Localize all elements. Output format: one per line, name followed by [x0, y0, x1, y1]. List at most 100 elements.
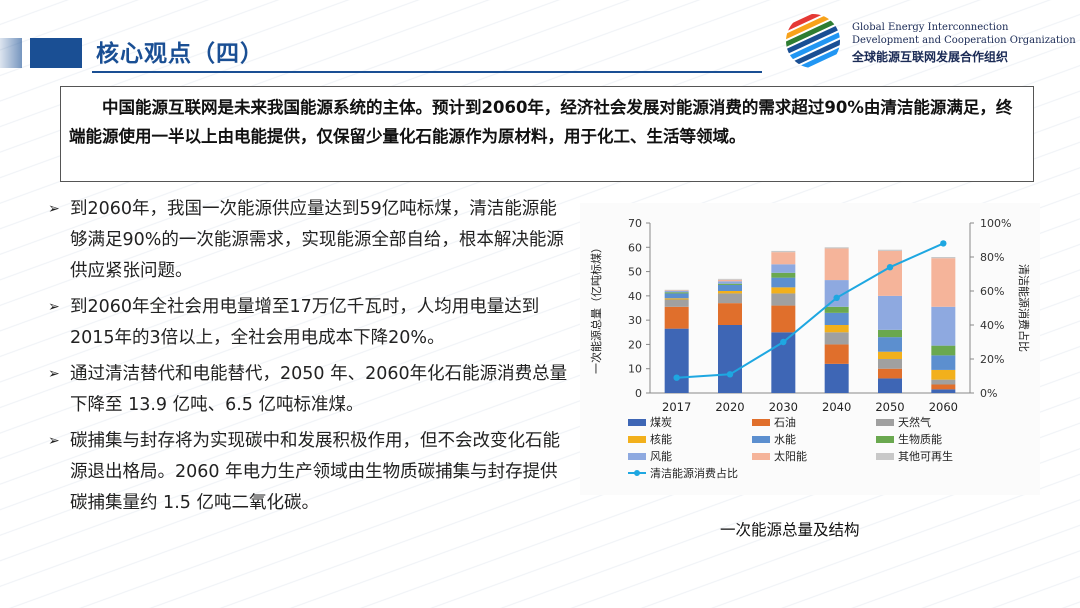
clean-share-point — [726, 371, 734, 378]
org-name-cn: 全球能源互联网发展合作组织 — [852, 50, 1009, 64]
bullet-text: 到2060年全社会用电量增至17万亿千瓦时，人均用电量达到2015年的3倍以上，… — [70, 297, 540, 348]
bar-segment — [718, 283, 742, 285]
clean-share-point — [886, 264, 894, 271]
clean-share-point — [780, 338, 787, 346]
bar-segment — [718, 279, 742, 282]
bar-segment — [878, 378, 902, 393]
legend-line-marker — [634, 470, 640, 476]
summary-box: 中国能源互联网是未来我国能源系统的主体。预计到2060年，经济社会发展对能源消费… — [60, 86, 1034, 182]
bar-segment — [664, 328, 689, 393]
y-tick-label: 10 — [628, 363, 642, 376]
x-tick-label: 2017 — [662, 400, 691, 414]
y2-tick-label: 60% — [980, 285, 1004, 298]
bullet-item: ➢ 碳捕集与封存将为实现碳中和发展积极作用，但不会改变化石能源退出格局。2060… — [48, 426, 568, 519]
clean-share-point — [673, 374, 680, 381]
title-underline — [92, 71, 762, 73]
legend-swatch — [628, 453, 646, 460]
bar-segment — [664, 293, 689, 299]
y-tick-label: 60 — [628, 241, 642, 254]
legend-label: 煤炭 — [650, 416, 672, 429]
y2-axis-label: 清洁能源消费占比 — [1017, 264, 1031, 352]
bar-segment — [664, 291, 689, 293]
x-tick-label: 2030 — [769, 400, 798, 414]
y-tick-label: 70 — [628, 217, 642, 230]
legend-swatch — [876, 419, 894, 426]
energy-structure-chart: 0102030405060700%20%40%60%80%100%一次能源总量（… — [589, 217, 1031, 480]
bar-segment — [664, 292, 689, 294]
bar-segment — [931, 355, 956, 370]
bar-segment — [878, 329, 902, 338]
y2-tick-label: 80% — [980, 251, 1004, 264]
bar-segment — [718, 291, 742, 294]
y2-tick-label: 100% — [980, 217, 1011, 230]
title-accent-bar — [0, 38, 82, 68]
page-title: 核心观点（四） — [96, 41, 264, 67]
bar-segment — [718, 284, 742, 291]
chart-panel: 0 10 20 30 40 50 60 70 0% 20% 40% 60% 80% 100% 一次能源总量（… — [580, 203, 1040, 495]
bullet-text: 到2060年，我国一次能源供应量达到59亿吨标煤，清洁能源能够满足90%的一次能… — [70, 199, 564, 281]
bar-segment — [718, 278, 742, 280]
bar-segment — [718, 293, 742, 304]
bar-segment — [771, 287, 796, 294]
bar-segment — [771, 272, 796, 278]
bullet-text: 碳捕集与封存将为实现碳中和发展积极作用，但不会改变化石能源退出格局。2060 年… — [70, 431, 560, 513]
bar-segment — [931, 369, 956, 380]
bar-segment — [771, 293, 796, 306]
chart-caption: 一次能源总量及结构 — [720, 521, 860, 539]
clean-share-line — [676, 242, 944, 379]
bar-segment — [824, 344, 849, 364]
clean-share-point — [833, 294, 840, 301]
org-name-en-line1: Global Energy Interconnection — [852, 22, 1009, 33]
clean-share-point — [940, 240, 947, 247]
legend-swatch — [876, 436, 894, 443]
bar-segment — [771, 252, 796, 265]
bar-segment — [824, 247, 849, 249]
bar-segment — [878, 359, 902, 369]
bar-segment — [931, 384, 956, 390]
legend-label: 天然气 — [898, 415, 931, 429]
bullet-arrow-icon: ➢ — [48, 433, 60, 449]
bar-segment — [824, 325, 849, 333]
bar-segment — [931, 379, 956, 385]
bar-segment — [878, 337, 902, 352]
bar-segment — [878, 351, 902, 359]
legend-swatch — [876, 453, 894, 460]
legend-label: 核能 — [650, 432, 672, 446]
bullet-arrow-icon: ➢ — [48, 366, 60, 382]
y-tick-label: 50 — [628, 266, 642, 279]
legend-label: 风能 — [650, 449, 672, 463]
legend-label: 生物质能 — [898, 432, 942, 446]
bar-segment — [931, 257, 956, 259]
bullet-arrow-icon: ➢ — [48, 299, 60, 315]
bar-segment — [771, 305, 796, 333]
bar-segment — [771, 277, 796, 288]
bar-segment — [771, 264, 796, 273]
bar-segment — [718, 281, 742, 284]
bar-segment — [824, 332, 849, 345]
y2-tick-label: 40% — [980, 319, 1004, 332]
y-axis-label: 一次能源总量（亿吨标煤） — [589, 242, 603, 374]
bar-segment — [664, 306, 689, 329]
bullet-item: ➢ 通过清洁替代和电能替代，2050 年、2060年化石能源消费总量下降至 13… — [48, 359, 568, 421]
bar-segment — [824, 248, 849, 281]
bar-segment — [664, 299, 689, 307]
bullet-text: 通过清洁替代和电能替代，2050 年、2060年化石能源消费总量下降至 13.9… — [70, 364, 568, 415]
legend-label: 太阳能 — [774, 449, 807, 463]
summary-text: 中国能源互联网是未来我国能源系统的主体。预计到2060年，经济社会发展对能源消费… — [69, 98, 1013, 146]
bar-segment — [931, 306, 956, 346]
legend-swatch — [628, 436, 646, 443]
legend-label: 水能 — [774, 432, 796, 446]
bar-segment — [824, 312, 849, 325]
bar-segment — [931, 345, 956, 356]
bullet-item: ➢ 到2060年，我国一次能源供应量达到59亿吨标煤，清洁能源能够满足90%的一… — [48, 194, 568, 287]
bullet-item: ➢ 到2060年全社会用电量增至17万亿千瓦时，人均用电量达到2015年的3倍以… — [48, 292, 568, 354]
x-tick-label: 2020 — [715, 400, 744, 414]
bullet-list: ➢ 到2060年，我国一次能源供应量达到59亿吨标煤，清洁能源能够满足90%的一… — [48, 194, 568, 524]
x-tick-label: 2050 — [875, 400, 904, 414]
bullet-arrow-icon: ➢ — [48, 201, 60, 217]
y-tick-label: 0 — [635, 387, 642, 400]
bar-segment — [878, 295, 902, 330]
x-tick-label: 2060 — [929, 400, 958, 414]
legend-label: 其他可再生 — [898, 449, 953, 463]
bar-segment — [664, 298, 689, 300]
